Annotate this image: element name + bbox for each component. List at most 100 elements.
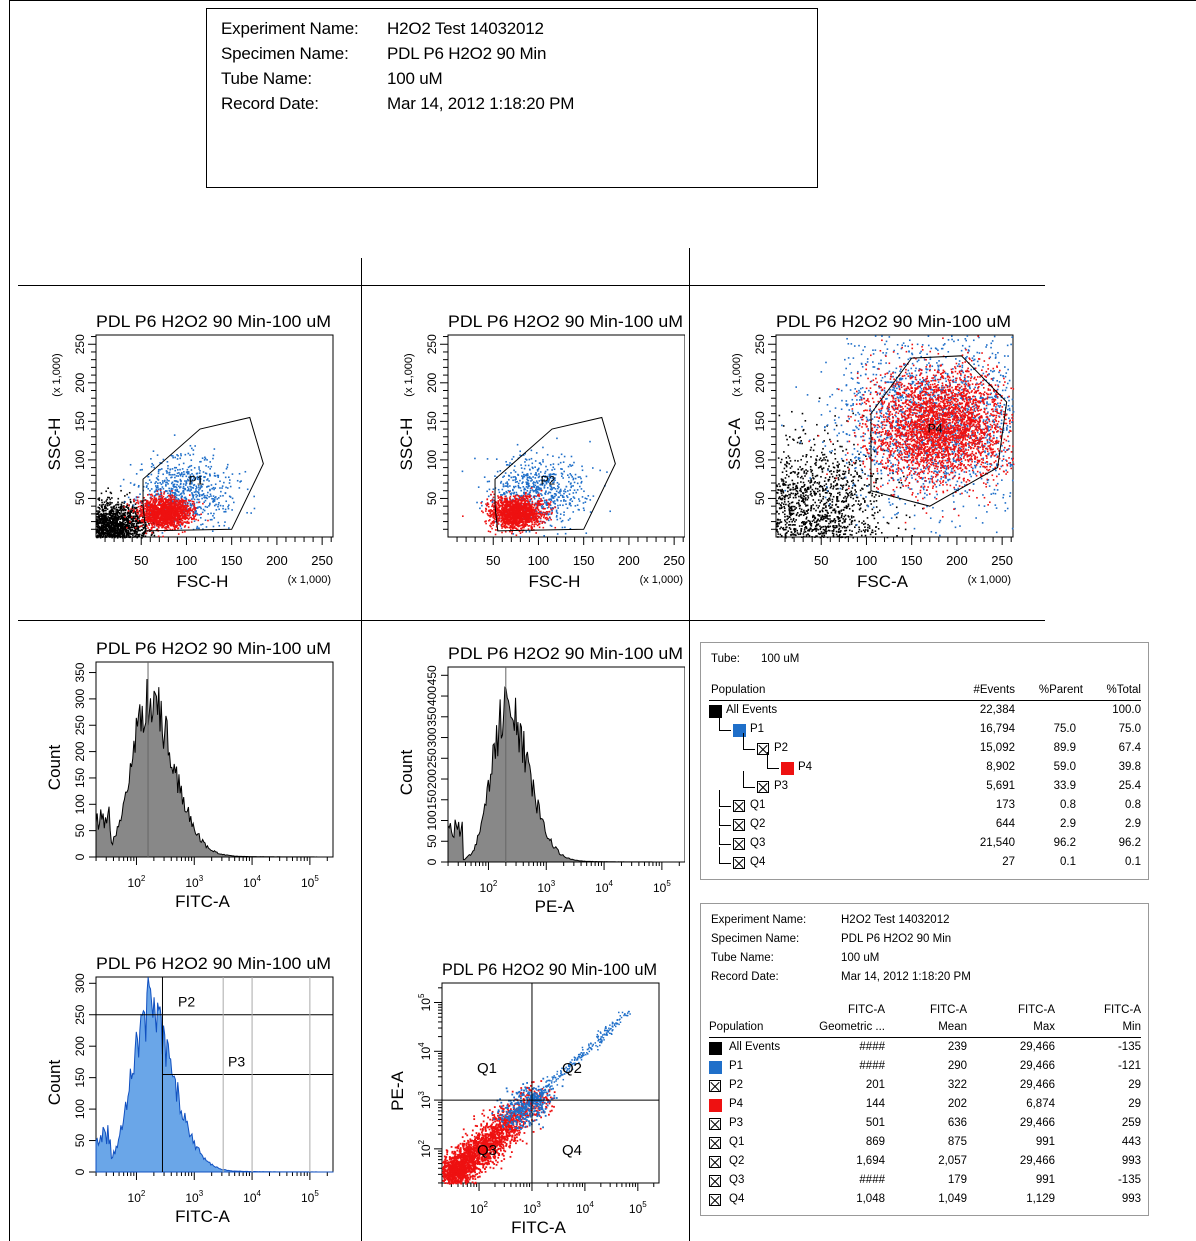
- event-dot: [173, 500, 176, 503]
- event-dot: [126, 504, 129, 507]
- event-dot: [115, 528, 117, 530]
- event-dot: [550, 485, 552, 488]
- event-dot: [185, 475, 188, 478]
- event-dot: [98, 516, 101, 519]
- event-dot: [174, 526, 176, 529]
- event-dot: [178, 523, 180, 525]
- event-dot: [557, 504, 559, 507]
- event-dot: [170, 503, 173, 506]
- event-dot: [216, 498, 219, 500]
- event-dot: [222, 471, 225, 474]
- event-dot: [192, 474, 195, 477]
- event-dot: [122, 536, 125, 538]
- event-dot: [193, 505, 195, 507]
- event-dot: [510, 493, 512, 496]
- event-dot: [163, 493, 165, 495]
- event-dot: [101, 533, 104, 535]
- event-dot: [168, 498, 170, 500]
- event-dot: [131, 505, 134, 508]
- event-dot: [129, 512, 131, 514]
- event-dot: [173, 503, 176, 506]
- event-dot: [153, 512, 155, 515]
- event-dot: [115, 512, 117, 514]
- event-dot: [570, 497, 572, 500]
- y-tick-label: 100: [73, 450, 87, 470]
- event-dot: [563, 470, 565, 473]
- event-dot: [544, 492, 546, 495]
- event-dot: [183, 500, 186, 502]
- event-dot: [109, 520, 112, 523]
- event-dot: [102, 509, 105, 511]
- event-dot: [111, 527, 114, 530]
- event-dot: [545, 480, 547, 483]
- event-dot: [166, 526, 169, 529]
- event-dot: [174, 516, 176, 518]
- event-dot: [118, 517, 120, 520]
- event-dot: [194, 515, 197, 517]
- event-dot: [505, 490, 508, 493]
- event-dot: [194, 445, 196, 447]
- event-dot: [531, 527, 534, 529]
- event-dot: [527, 479, 529, 482]
- event-dot: [165, 518, 168, 520]
- event-dot: [98, 526, 101, 528]
- event-dot: [166, 501, 169, 503]
- event-dot: [201, 497, 203, 500]
- event-dot: [573, 489, 576, 492]
- event-dot: [158, 524, 161, 527]
- event-dot: [157, 498, 160, 501]
- event-dot: [154, 494, 157, 497]
- event-dot: [177, 475, 180, 477]
- event-dot: [152, 509, 155, 512]
- event-dot: [214, 487, 217, 489]
- event-dot: [131, 509, 134, 512]
- event-dot: [192, 514, 194, 517]
- event-dot: [110, 512, 113, 515]
- event-dot: [201, 494, 203, 496]
- event-dot: [152, 501, 154, 504]
- event-dot: [211, 497, 213, 500]
- event-dot: [212, 499, 215, 502]
- event-dot: [168, 509, 171, 511]
- event-dot: [124, 495, 126, 497]
- event-dot: [571, 500, 574, 503]
- event-dot: [128, 514, 130, 517]
- event-dot: [552, 463, 555, 465]
- event-dot: [556, 499, 559, 502]
- event-dot: [118, 531, 121, 534]
- event-dot: [180, 523, 183, 526]
- event-dot: [164, 500, 167, 503]
- event-dot: [486, 490, 488, 493]
- event-dot: [184, 496, 187, 499]
- event-dot: [136, 508, 139, 511]
- event-dot: [96, 520, 99, 522]
- event-dot: [155, 524, 158, 527]
- event-dot: [511, 458, 513, 461]
- event-dot: [567, 519, 570, 521]
- event-dot: [554, 502, 556, 505]
- event-dot: [186, 478, 189, 481]
- event-dot: [141, 520, 143, 523]
- event-dot: [141, 536, 143, 539]
- event-dot: [531, 501, 534, 504]
- event-dot: [490, 515, 492, 518]
- event-dot: [530, 526, 533, 529]
- event-dot: [153, 507, 155, 510]
- event-dot: [189, 478, 192, 481]
- event-dot: [154, 507, 157, 509]
- event-dot: [548, 502, 550, 505]
- event-dot: [104, 535, 107, 537]
- event-dot: [163, 480, 166, 483]
- event-dot: [119, 522, 122, 525]
- event-dot: [549, 473, 552, 475]
- event-dot: [167, 520, 169, 523]
- event-dot: [163, 497, 166, 500]
- event-dot: [178, 494, 180, 497]
- event-dot: [494, 529, 497, 531]
- event-dot: [149, 528, 152, 531]
- event-dot: [137, 505, 140, 508]
- event-dot: [489, 519, 491, 521]
- event-dot: [125, 516, 128, 519]
- event-dot: [168, 487, 170, 490]
- event-dot: [128, 491, 131, 494]
